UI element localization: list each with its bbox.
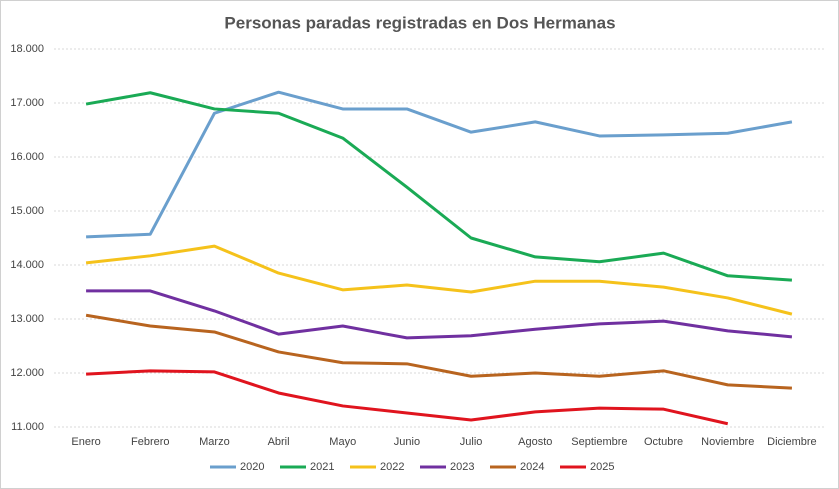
y-tick-label: 14.000 bbox=[10, 259, 44, 271]
y-tick-label: 12.000 bbox=[10, 367, 44, 379]
x-tick-label: Diciembre bbox=[767, 436, 817, 448]
x-tick-label: Noviembre bbox=[701, 436, 754, 448]
legend-label: 2021 bbox=[310, 461, 334, 473]
legend-label: 2020 bbox=[240, 461, 264, 473]
y-tick-label: 16.000 bbox=[10, 151, 44, 163]
series-line bbox=[85, 91, 793, 282]
series-line bbox=[86, 90, 793, 239]
x-tick-label: Febrero bbox=[131, 436, 170, 448]
series-line bbox=[86, 289, 793, 340]
x-tick-label: Septiembre bbox=[571, 436, 627, 448]
x-tick-label: Octubre bbox=[644, 436, 683, 448]
y-tick-label: 13.000 bbox=[10, 313, 44, 325]
x-tick-label: Junio bbox=[394, 436, 420, 448]
y-tick-label: 17.000 bbox=[10, 97, 44, 109]
series-line bbox=[85, 244, 793, 316]
x-tick-label: Marzo bbox=[199, 436, 230, 448]
legend-label: 2024 bbox=[520, 461, 544, 473]
x-tick-label: Julio bbox=[460, 436, 483, 448]
y-tick-label: 11.000 bbox=[11, 421, 44, 433]
legend-label: 2025 bbox=[590, 461, 614, 473]
x-tick-label: Enero bbox=[71, 436, 100, 448]
x-tick-label: Mayo bbox=[329, 436, 356, 448]
legend-label: 2022 bbox=[380, 461, 404, 473]
x-tick-label: Agosto bbox=[518, 436, 552, 448]
y-tick-label: 18.000 bbox=[10, 43, 44, 55]
series-line bbox=[85, 313, 792, 390]
y-tick-label: 15.000 bbox=[10, 205, 44, 217]
x-tick-label: Abril bbox=[268, 436, 290, 448]
series-line bbox=[86, 369, 729, 426]
legend-label: 2023 bbox=[450, 461, 474, 473]
chart-title: Personas paradas registradas en Dos Herm… bbox=[224, 13, 615, 32]
